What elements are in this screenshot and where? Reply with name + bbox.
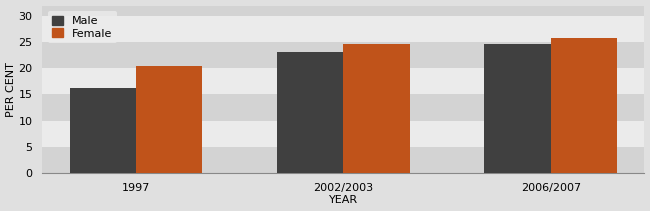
Legend: Male, Female: Male, Female [47, 11, 117, 43]
Bar [42, 68, 644, 95]
Bar [42, 95, 644, 121]
Y-axis label: PER CENT: PER CENT [6, 62, 16, 117]
X-axis label: YEAR: YEAR [329, 195, 358, 206]
Bar [70, 88, 136, 173]
Bar [343, 44, 410, 173]
Bar [484, 44, 551, 173]
Bar [136, 66, 202, 173]
Bar [277, 51, 343, 173]
Bar [42, 5, 644, 16]
Bar [551, 38, 617, 173]
Bar [42, 121, 644, 147]
Bar [42, 147, 644, 173]
Bar [42, 16, 644, 42]
Bar [42, 42, 644, 68]
